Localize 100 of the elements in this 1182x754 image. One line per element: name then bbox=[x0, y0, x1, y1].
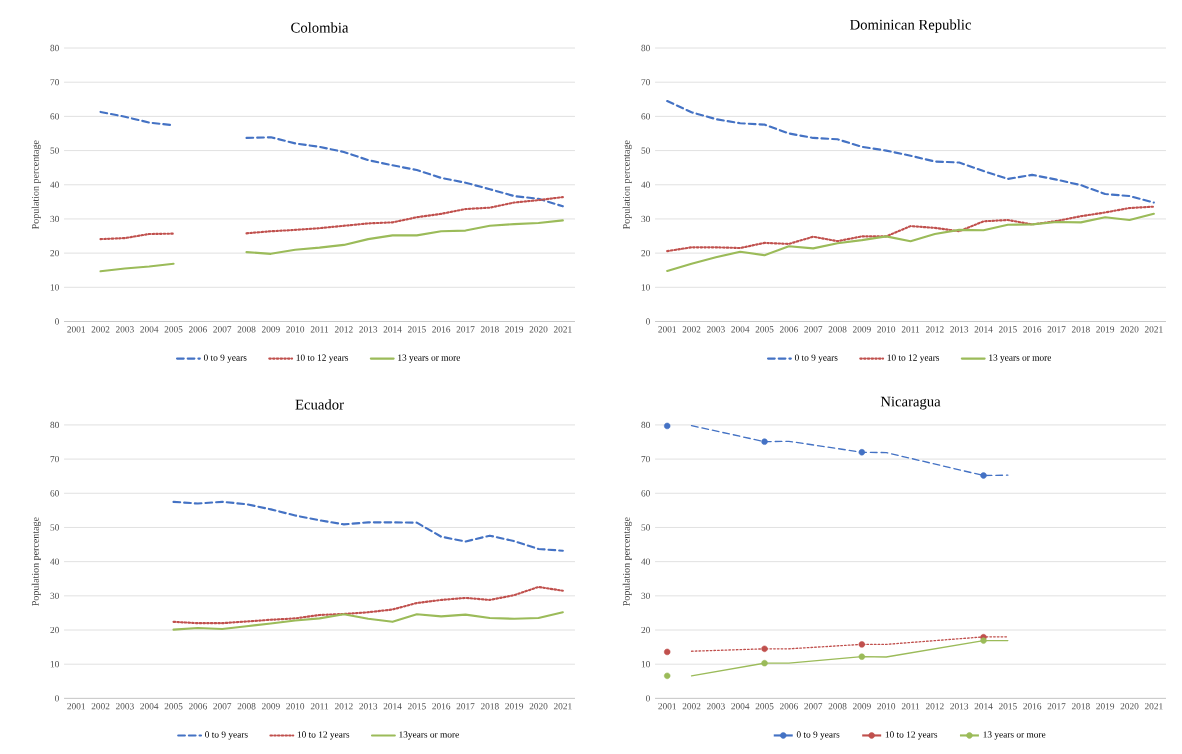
legend-label: 10 to 12 years bbox=[296, 354, 349, 363]
x-tick-label: 2002 bbox=[91, 326, 110, 333]
x-tick-label: 2011 bbox=[901, 326, 920, 333]
x-tick-label: 2008 bbox=[828, 326, 847, 333]
x-tick-label: 2011 bbox=[310, 326, 329, 333]
chart-title: Ecuador bbox=[295, 399, 344, 410]
x-tick-label: 2018 bbox=[480, 326, 499, 333]
x-tick-label: 2009 bbox=[852, 703, 871, 710]
x-tick-label: 2005 bbox=[755, 703, 774, 710]
x-tick-label: 2003 bbox=[706, 703, 725, 710]
y-tick-label: 0 bbox=[55, 695, 59, 702]
x-tick-label: 2009 bbox=[261, 703, 280, 710]
x-tick-label: 2010 bbox=[286, 703, 305, 710]
y-tick-label: 20 bbox=[50, 250, 59, 257]
y-tick-label: 20 bbox=[641, 250, 650, 257]
x-tick-label: 2015 bbox=[998, 326, 1017, 333]
y-tick-label: 80 bbox=[50, 421, 59, 429]
point bbox=[761, 645, 768, 653]
point bbox=[858, 653, 866, 661]
x-tick-label: 2018 bbox=[480, 703, 499, 710]
x-tick-label: 2013 bbox=[950, 326, 969, 333]
point bbox=[664, 672, 671, 680]
y-tick-label: 30 bbox=[641, 215, 650, 223]
x-tick-label: 2020 bbox=[529, 703, 548, 710]
legend-label: 13 years or more bbox=[989, 354, 1052, 363]
x-tick-label: 2008 bbox=[828, 703, 847, 710]
x-tick-label: 2006 bbox=[188, 326, 207, 333]
legend-label: 0 to 9 years bbox=[203, 354, 247, 363]
y-tick-label: 60 bbox=[641, 490, 650, 497]
x-tick-label: 2005 bbox=[164, 703, 183, 710]
x-tick-label: 2010 bbox=[877, 326, 896, 333]
x-tick-label: 2019 bbox=[1096, 326, 1115, 333]
y-axis-title: Population percentage bbox=[31, 140, 41, 230]
x-tick-label: 2008 bbox=[237, 703, 256, 710]
x-tick-label: 2017 bbox=[456, 703, 475, 710]
x-tick-label: 2006 bbox=[779, 703, 798, 710]
y-tick-label: 80 bbox=[641, 45, 650, 52]
x-tick-label: 2015 bbox=[407, 703, 426, 710]
x-tick-label: 2005 bbox=[164, 326, 183, 333]
y-tick-label: 10 bbox=[50, 661, 59, 668]
y-tick-label: 70 bbox=[641, 456, 650, 463]
legend-label: 13 years or more bbox=[398, 354, 461, 363]
x-tick-label: 2015 bbox=[998, 703, 1017, 710]
y-tick-label: 40 bbox=[50, 558, 59, 565]
x-tick-label: 2013 bbox=[950, 703, 969, 710]
line-series bbox=[172, 500, 564, 552]
chart-title: Colombia bbox=[291, 22, 349, 33]
y-tick-label: 50 bbox=[50, 524, 59, 531]
x-tick-label: 2010 bbox=[877, 703, 896, 710]
y-tick-label: 30 bbox=[641, 592, 650, 600]
x-tick-label: 2004 bbox=[731, 703, 750, 710]
line-series bbox=[666, 205, 1155, 253]
legend-label: 13 years or more bbox=[983, 731, 1046, 740]
x-tick-label: 2016 bbox=[432, 326, 451, 333]
x-tick-label: 2021 bbox=[1144, 326, 1163, 333]
x-tick-label: 2012 bbox=[334, 703, 353, 710]
x-tick-label: 2020 bbox=[1120, 326, 1139, 333]
y-tick-label: 60 bbox=[50, 113, 59, 120]
y-tick-label: 40 bbox=[641, 181, 650, 189]
line-series bbox=[172, 611, 564, 631]
x-tick-label: 2016 bbox=[1023, 326, 1042, 333]
point bbox=[761, 438, 768, 445]
y-tick-label: 20 bbox=[50, 626, 59, 634]
y-tick-label: 70 bbox=[50, 456, 59, 463]
y-tick-label: 20 bbox=[641, 626, 650, 634]
x-tick-label: 2019 bbox=[1096, 703, 1115, 710]
y-tick-label: 40 bbox=[50, 181, 59, 189]
point bbox=[858, 641, 866, 648]
y-axis-title: Population percentage bbox=[31, 517, 41, 607]
x-tick-label: 2019 bbox=[505, 326, 524, 333]
x-tick-label: 2003 bbox=[115, 703, 134, 710]
line-series bbox=[690, 425, 1009, 477]
y-axis-title: Population percentage bbox=[622, 140, 632, 230]
y-tick-label: 40 bbox=[641, 558, 650, 565]
x-tick-label: 2006 bbox=[188, 703, 207, 710]
x-tick-label: 2014 bbox=[974, 326, 993, 333]
y-tick-label: 10 bbox=[641, 661, 650, 668]
x-tick-label: 2015 bbox=[407, 326, 426, 333]
x-tick-label: 2021 bbox=[553, 326, 572, 333]
x-tick-label: 2007 bbox=[213, 703, 232, 710]
legend-label: 10 to 12 years bbox=[887, 354, 940, 363]
point bbox=[664, 422, 671, 430]
x-tick-label: 2017 bbox=[1047, 703, 1066, 710]
point bbox=[761, 660, 768, 667]
y-tick-label: 60 bbox=[641, 113, 650, 120]
x-tick-label: 2014 bbox=[383, 703, 402, 710]
y-tick-label: 80 bbox=[50, 45, 59, 52]
x-tick-label: 2013 bbox=[359, 703, 378, 710]
x-tick-label: 2001 bbox=[658, 703, 676, 710]
x-tick-label: 2011 bbox=[901, 703, 920, 710]
y-tick-label: 50 bbox=[641, 147, 650, 154]
legend-label: 0 to 9 years bbox=[794, 354, 838, 363]
legend-label: 0 to 9 years bbox=[796, 731, 840, 740]
x-tick-label: 2021 bbox=[1144, 703, 1163, 710]
line-series bbox=[172, 586, 564, 625]
x-tick-label: 2010 bbox=[286, 326, 305, 333]
x-tick-label: 2012 bbox=[925, 326, 944, 333]
x-tick-label: 2020 bbox=[529, 326, 548, 333]
x-tick-label: 2016 bbox=[1023, 703, 1042, 710]
y-tick-label: 70 bbox=[641, 79, 650, 86]
